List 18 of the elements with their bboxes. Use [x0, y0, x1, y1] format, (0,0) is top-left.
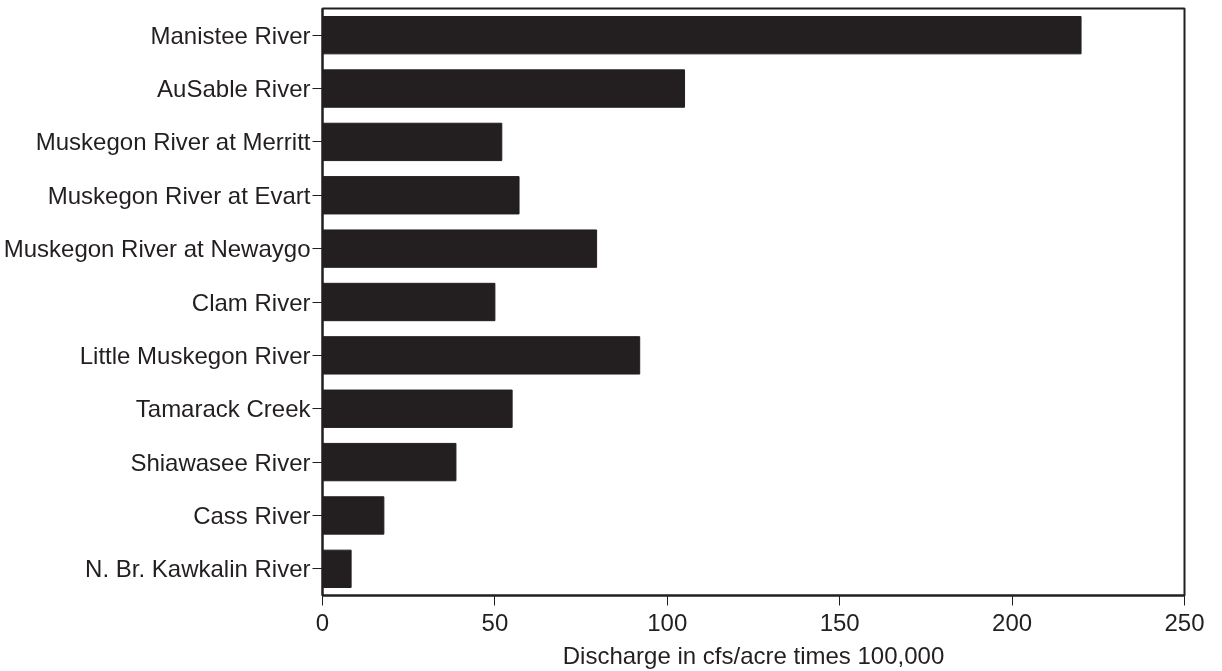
- x-tick-label: 50: [481, 608, 509, 636]
- y-tick-label: Muskegon River at Newaygo: [3, 235, 311, 263]
- y-tick-label: Muskegon River at Evart: [47, 181, 311, 209]
- y-tick-label: Manistee River: [150, 21, 311, 49]
- y-tick-label: Shiawasee River: [130, 448, 311, 476]
- y-tick-label: Little Muskegon River: [79, 341, 311, 369]
- x-tick-label: 0: [315, 608, 330, 636]
- x-tick-label: 150: [819, 608, 860, 636]
- y-tick-label: AuSable River: [157, 75, 311, 103]
- x-tick-label: 250: [1164, 608, 1205, 636]
- x-tick-label: 100: [647, 608, 688, 636]
- y-tick-label: Tamarack Creek: [135, 395, 312, 423]
- y-tick-label: Clam River: [191, 288, 311, 316]
- x-tick-label: 200: [992, 608, 1033, 636]
- y-tick-label: N. Br. Kawkalin River: [85, 555, 311, 583]
- y-tick-label: Cass River: [193, 501, 311, 529]
- y-tick-label: Muskegon River at Merritt: [35, 128, 311, 156]
- x-axis-title: Discharge in cfs/acre times 100,000: [562, 641, 945, 669]
